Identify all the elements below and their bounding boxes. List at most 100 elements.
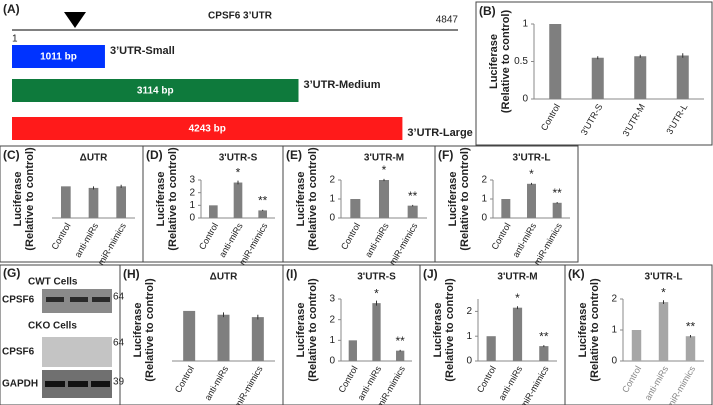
- y-axis-label: (Relative to control): [589, 278, 601, 382]
- y-tick-label: 1: [329, 335, 335, 346]
- site-marker: [64, 12, 86, 28]
- y-axis-label: Luciferase: [155, 171, 167, 226]
- blot-row-label: CPSF6: [2, 295, 35, 306]
- y-tick-label: 0: [522, 94, 528, 105]
- panel-label: (F): [438, 148, 453, 162]
- bar: [251, 317, 264, 361]
- panel-label: (D): [146, 148, 163, 162]
- bar: [372, 303, 381, 361]
- significance-label: *: [374, 286, 379, 300]
- blot-band: [92, 297, 110, 302]
- axis-start: 1: [12, 34, 18, 45]
- chart-title: 3'UTR-L: [645, 272, 683, 283]
- chart-title: 3'UTR-M: [364, 153, 404, 164]
- y-tick-label: 0: [466, 356, 472, 367]
- significance-label: *: [661, 285, 666, 299]
- y-axis-label: (Relative to control): [459, 147, 471, 251]
- y-tick-label: 1: [189, 200, 195, 211]
- chart-title: 3'UTR-L: [513, 153, 551, 164]
- significance-label: *: [236, 166, 241, 180]
- y-tick-label: 0: [611, 356, 617, 367]
- panel-label: (C): [3, 148, 20, 162]
- blot-row-label: CPSF6: [2, 347, 35, 358]
- bar: [116, 186, 127, 218]
- y-axis-label: Luciferase: [432, 302, 444, 357]
- bar: [631, 330, 642, 361]
- chart-title: ΔUTR: [80, 153, 109, 164]
- y-axis-label: Luciferase: [295, 171, 307, 226]
- y-axis-label: Luciferase: [488, 34, 500, 89]
- y-axis-label: (Relative to control): [167, 147, 179, 251]
- axis-end: 4847: [436, 15, 459, 26]
- bar: [396, 350, 405, 361]
- y-tick-label: 0.5: [514, 56, 528, 67]
- y-axis-label: Luciferase: [295, 302, 307, 357]
- construct-length: 3114 bp: [137, 86, 174, 97]
- y-tick-label: 0: [329, 213, 335, 224]
- significance-label: **: [395, 334, 405, 348]
- significance-label: *: [382, 163, 387, 177]
- significance-label: **: [552, 186, 562, 200]
- panel-label: (H): [123, 267, 140, 281]
- bar: [512, 307, 523, 361]
- construct-length: 1011 bp: [40, 52, 77, 63]
- y-axis-label: Luciferase: [447, 171, 459, 226]
- bar: [60, 186, 71, 218]
- y-tick-label: 3: [329, 294, 335, 305]
- bar: [88, 187, 99, 218]
- bar: [527, 183, 536, 218]
- y-axis-label: (Relative to control): [307, 278, 319, 382]
- chart-title: 3'UTR-M: [497, 272, 537, 283]
- bar: [486, 336, 496, 361]
- y-tick-label: 1: [329, 194, 335, 205]
- bar: [634, 56, 647, 99]
- y-tick-label: 2: [189, 187, 195, 198]
- panel-frame: [564, 264, 713, 405]
- significance-label: **: [408, 189, 418, 203]
- panel-label: (G): [3, 266, 20, 280]
- significance-label: **: [686, 319, 696, 333]
- construct-bar: [12, 117, 403, 140]
- y-tick-label: 1: [466, 331, 472, 342]
- blot-band: [68, 381, 88, 387]
- bar: [209, 205, 218, 218]
- y-axis-label: (Relative to control): [444, 278, 456, 382]
- significance-label: *: [529, 167, 534, 181]
- blot-marker: 64: [113, 338, 125, 349]
- panel-label: (A): [3, 2, 20, 16]
- chart-title: ΔUTR: [210, 272, 239, 283]
- blot-marker: 64: [113, 292, 125, 303]
- panel-label: (E): [286, 148, 302, 162]
- construct-bar: [12, 45, 105, 68]
- y-tick-label: 2: [466, 306, 472, 317]
- bar: [348, 340, 357, 361]
- y-tick-label: 2: [329, 314, 335, 325]
- y-tick-label: 2: [611, 294, 617, 305]
- construct-length: 4243 bp: [189, 124, 226, 135]
- construct-name: 3’UTR-Medium: [304, 79, 381, 91]
- y-tick-label: 0: [189, 213, 195, 224]
- diagram-title: CPSF6 3’UTR: [208, 11, 273, 22]
- bar: [501, 199, 511, 218]
- bar: [685, 336, 696, 361]
- y-tick-label: 1: [611, 325, 617, 336]
- construct-name: 3’UTR-Large: [407, 127, 472, 139]
- y-tick-label: 0: [481, 213, 487, 224]
- y-tick-label: 3: [189, 175, 195, 186]
- panel-frame: [475, 1, 713, 146]
- blot-band: [45, 381, 65, 387]
- chart-title: 3'UTR-S: [357, 272, 396, 283]
- bar: [407, 205, 418, 218]
- bar: [658, 302, 669, 361]
- panel-label: (J): [423, 267, 438, 281]
- bar: [591, 57, 604, 99]
- blot-row-label: GAPDH: [2, 379, 38, 390]
- blot-group-title: CWT Cells: [28, 277, 78, 288]
- y-axis-label: Luciferase: [132, 302, 144, 357]
- bar: [676, 55, 689, 99]
- y-axis-label: (Relative to control): [307, 147, 319, 251]
- panel-label: (I): [286, 267, 297, 281]
- blot-band: [91, 381, 110, 387]
- blot-band: [70, 297, 88, 302]
